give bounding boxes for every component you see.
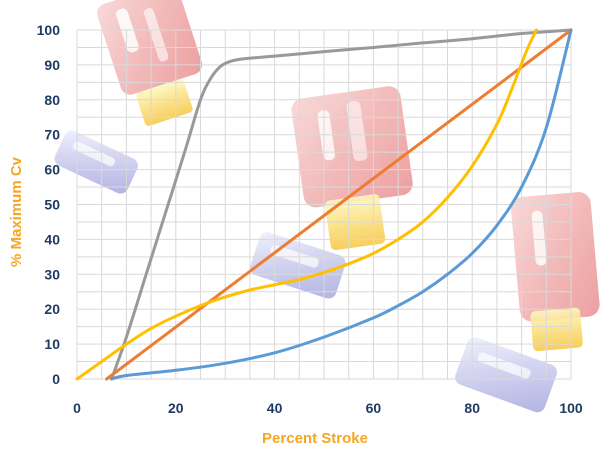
y-tick-label: 100 — [37, 22, 61, 38]
series-line-3 — [75, 28, 538, 381]
x-tick-label: 60 — [366, 400, 382, 416]
valve-illustration — [54, 130, 138, 194]
y-tick-label: 10 — [44, 336, 60, 352]
x-tick-label: 20 — [168, 400, 184, 416]
y-tick-label: 30 — [44, 266, 60, 282]
y-tick-label: 50 — [44, 197, 60, 213]
x-tick-label: 0 — [73, 400, 81, 416]
tick-labels: 0 20 40 60 80 100 0 10 20 30 40 50 60 70 80 90 100 — [37, 22, 583, 416]
series-layer — [75, 28, 573, 381]
series-line-1 — [110, 28, 573, 381]
x-axis-label: Percent Stroke — [262, 430, 368, 447]
y-tick-label: 20 — [44, 301, 60, 317]
y-tick-label: 40 — [44, 231, 60, 247]
series-line-2 — [105, 28, 573, 381]
y-axis-label: % Maximum Cv — [8, 156, 25, 267]
valve-illustration — [250, 232, 346, 299]
x-tick-label: 80 — [464, 400, 480, 416]
valve-illustration — [511, 192, 600, 352]
y-tick-label: 80 — [44, 92, 60, 108]
x-tick-label: 40 — [267, 400, 283, 416]
x-tick-label: 100 — [559, 400, 583, 416]
y-tick-label: 90 — [44, 57, 60, 73]
gridlines — [76, 29, 572, 380]
y-tick-label: 60 — [44, 162, 60, 178]
series-line-4 — [110, 28, 573, 381]
y-tick-label: 0 — [52, 371, 60, 387]
valve-illustration — [455, 337, 558, 413]
y-tick-label: 70 — [44, 127, 60, 143]
